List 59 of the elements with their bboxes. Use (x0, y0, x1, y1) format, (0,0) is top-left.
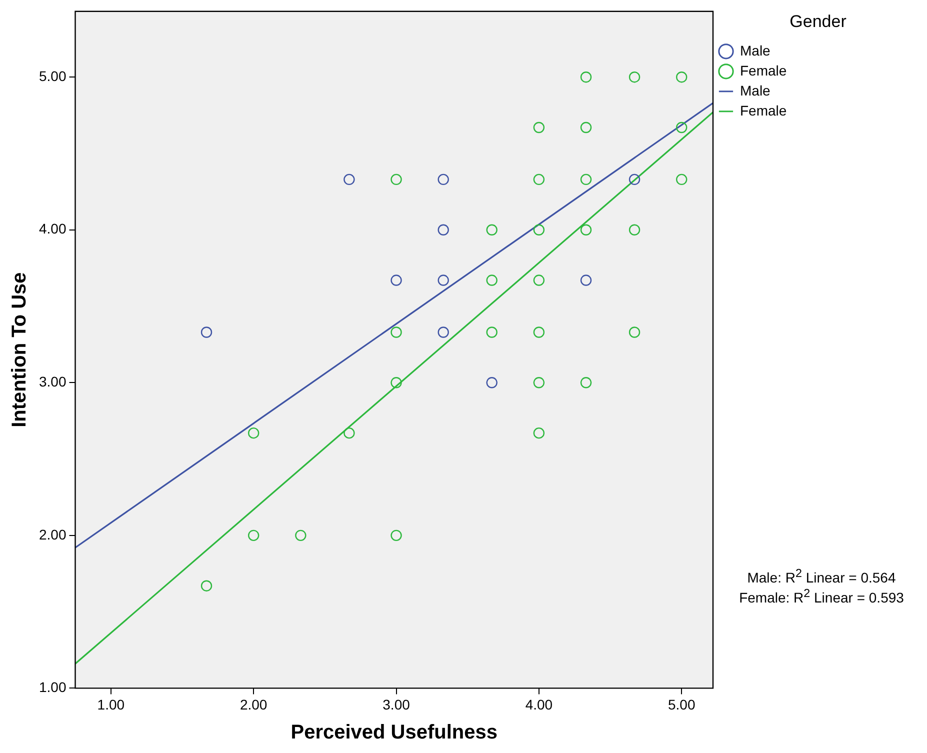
point (438, 326, 449, 338)
point (533, 224, 545, 236)
y-tick-label: 5.00 (39, 68, 66, 84)
point (390, 377, 402, 388)
point (533, 377, 545, 388)
y-tick-label: 2.00 (39, 526, 66, 542)
x-tick-label: 3.00 (382, 696, 410, 712)
point (533, 174, 545, 186)
point (628, 71, 640, 83)
point (438, 174, 449, 186)
point (438, 274, 449, 286)
point (628, 224, 640, 236)
point (533, 274, 545, 286)
point (676, 174, 688, 186)
point (486, 377, 498, 388)
point (390, 274, 402, 286)
point (580, 174, 592, 186)
legend-label: Male (740, 42, 771, 58)
point (344, 174, 355, 186)
y-tick-label: 4.00 (39, 220, 66, 237)
point (390, 326, 402, 338)
point (676, 122, 688, 134)
point (200, 326, 212, 338)
text: Male: R$^{2}$ Linear = 0.564 (746, 566, 897, 586)
y-tick-label: 3.00 (39, 374, 66, 390)
point (486, 326, 498, 338)
point (533, 326, 545, 338)
point (486, 224, 498, 236)
point (344, 427, 355, 439)
x-tick-label: 1.00 (97, 696, 125, 712)
x-tick-label: 5.00 (668, 696, 696, 712)
point (486, 274, 498, 286)
legend-label: Male (740, 82, 771, 98)
point (676, 71, 688, 83)
point (390, 174, 402, 186)
point (438, 224, 449, 236)
x-axis-title: Perceived Usefulness (290, 722, 498, 744)
point (200, 580, 212, 592)
point (390, 530, 402, 542)
point (533, 427, 545, 439)
point (580, 224, 592, 236)
point (248, 530, 260, 542)
point (533, 122, 545, 134)
y-tick-label: 1.00 (39, 679, 66, 696)
y-axis-title: Intention To Use (8, 272, 31, 428)
point (248, 427, 260, 439)
point (580, 274, 592, 286)
point (628, 174, 640, 186)
legend-title: Gender (790, 12, 847, 32)
point (580, 71, 592, 83)
point (295, 530, 306, 542)
text: Female: R$^{2}$ Linear = 0.593 (738, 586, 905, 606)
point (580, 122, 592, 134)
legend-label: Female (740, 62, 787, 78)
x-tick-label: 2.00 (240, 696, 268, 712)
legend-label: Female (740, 102, 787, 118)
x-tick-label: 4.00 (525, 696, 553, 712)
point (580, 377, 592, 388)
point (628, 326, 640, 338)
